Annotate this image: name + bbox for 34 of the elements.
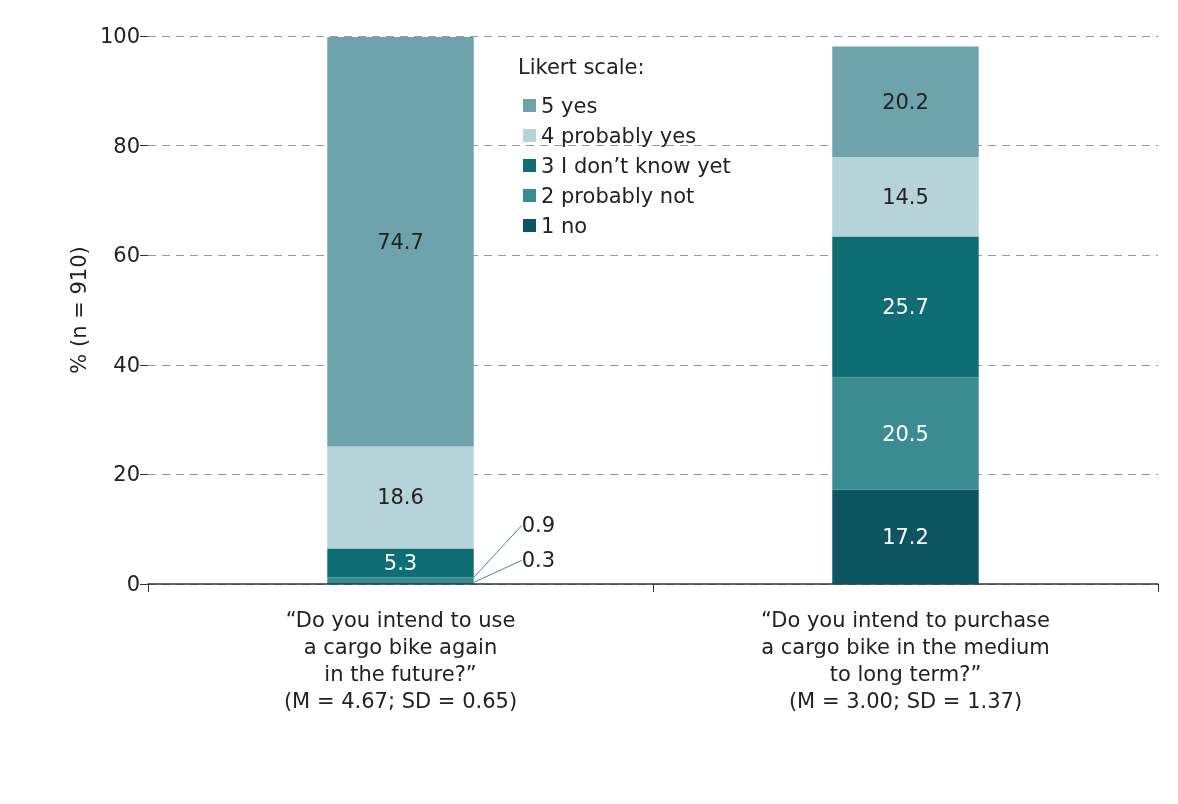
bar bbox=[327, 37, 474, 447]
bar bbox=[327, 577, 474, 583]
data-label: 20.2 bbox=[882, 89, 929, 114]
y-tick-label: 60 bbox=[113, 243, 140, 268]
data-label: 14.5 bbox=[882, 184, 929, 209]
legend-label: 1 no bbox=[541, 213, 588, 238]
bar bbox=[832, 157, 979, 237]
bar bbox=[832, 377, 979, 490]
data-label: 0.9 bbox=[521, 513, 556, 538]
legend-label: 3 I don’t know yet bbox=[541, 153, 731, 178]
legend-title: Likert scale: bbox=[518, 54, 645, 79]
bar bbox=[832, 46, 979, 158]
y-tick-label: 0 bbox=[126, 572, 140, 596]
data-label: 0.3 bbox=[521, 548, 556, 573]
data-label: 17.2 bbox=[882, 524, 929, 549]
y-tick-label: 20 bbox=[113, 462, 140, 487]
data-label: 20.5 bbox=[882, 421, 929, 446]
legend-label: 5 yes bbox=[541, 93, 598, 118]
y-tick-label: 100 bbox=[99, 24, 140, 48]
y-axis-title: % (n = 910) bbox=[66, 246, 91, 374]
y-tick-label: 40 bbox=[113, 352, 140, 377]
bar bbox=[832, 489, 979, 584]
data-label: 74.7 bbox=[377, 229, 424, 254]
data-label: 25.7 bbox=[882, 294, 929, 319]
bar bbox=[832, 236, 979, 378]
legend-label: 2 probably not bbox=[541, 183, 695, 208]
y-tick-label: 80 bbox=[113, 133, 140, 158]
data-label: 5.3 bbox=[383, 550, 418, 575]
bar bbox=[327, 446, 474, 549]
x-tick-label: “Do you intend to purchase a cargo bike in the medium to long term?” (M = 3.00; SD = 1.37) bbox=[761, 607, 1050, 713]
bar bbox=[327, 548, 474, 578]
legend-label: 4 probably yes bbox=[541, 123, 697, 148]
x-tick-label: “Do you intend to use a cargo bike again in the future?” (M = 4.67; SD = 0.65) bbox=[283, 607, 518, 713]
data-label: 18.6 bbox=[377, 485, 424, 510]
